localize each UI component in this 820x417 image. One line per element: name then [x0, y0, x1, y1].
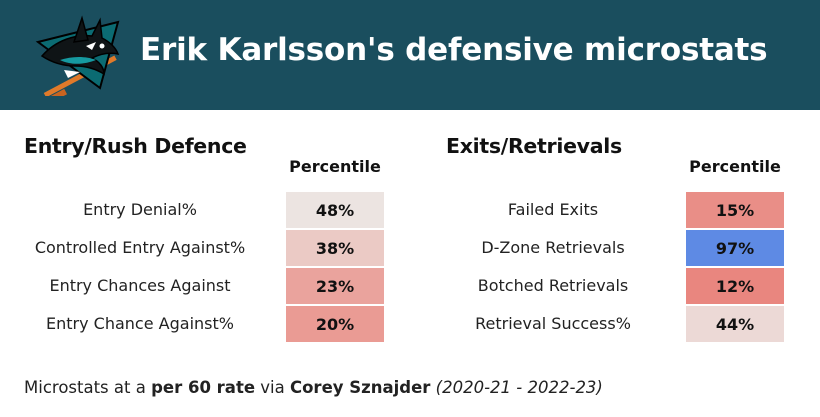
section-title-exits-retrievals: Exits/Retrievals [446, 134, 622, 158]
percentile-cell: 15% [686, 192, 784, 228]
row-label: D-Zone Retrievals [481, 238, 625, 257]
footer-rate: per 60 rate [151, 378, 256, 397]
percentile-cell: 44% [686, 306, 784, 342]
percentile-cell: 38% [286, 230, 384, 266]
footer-via: via [255, 378, 290, 397]
percentile-cell: 23% [286, 268, 384, 304]
row-label: Controlled Entry Against% [34, 238, 246, 257]
row-label: Retrieval Success% [475, 314, 631, 333]
footer-seasons: (2020-21 - 2022-23) [435, 378, 603, 397]
percentile-cell: 48% [286, 192, 384, 228]
page-title: Erik Karlsson's defensive microstats [140, 32, 768, 68]
row-label: Entry Chance Against% [46, 314, 234, 333]
footer-note: Microstats at a per 60 rate via Corey Sz… [24, 378, 603, 397]
percentile-cell: 20% [286, 306, 384, 342]
footer-prefix: Microstats at a [24, 378, 152, 397]
percentile-cell: 97% [686, 230, 784, 266]
row-label: Botched Retrievals [477, 276, 629, 295]
percentile-cell: 12% [686, 268, 784, 304]
row-label: Failed Exits [507, 200, 599, 219]
header-banner: Erik Karlsson's defensive microstats [0, 0, 820, 110]
row-label: Entry Chances Against [49, 276, 231, 295]
section-title-entry-rush: Entry/Rush Defence [24, 134, 247, 158]
percentile-header-left: Percentile [289, 157, 381, 176]
sharks-logo-icon [35, 15, 120, 96]
percentile-header-right: Percentile [689, 157, 781, 176]
footer-source: Corey Sznajder [289, 378, 431, 397]
row-label: Entry Denial% [83, 200, 197, 219]
